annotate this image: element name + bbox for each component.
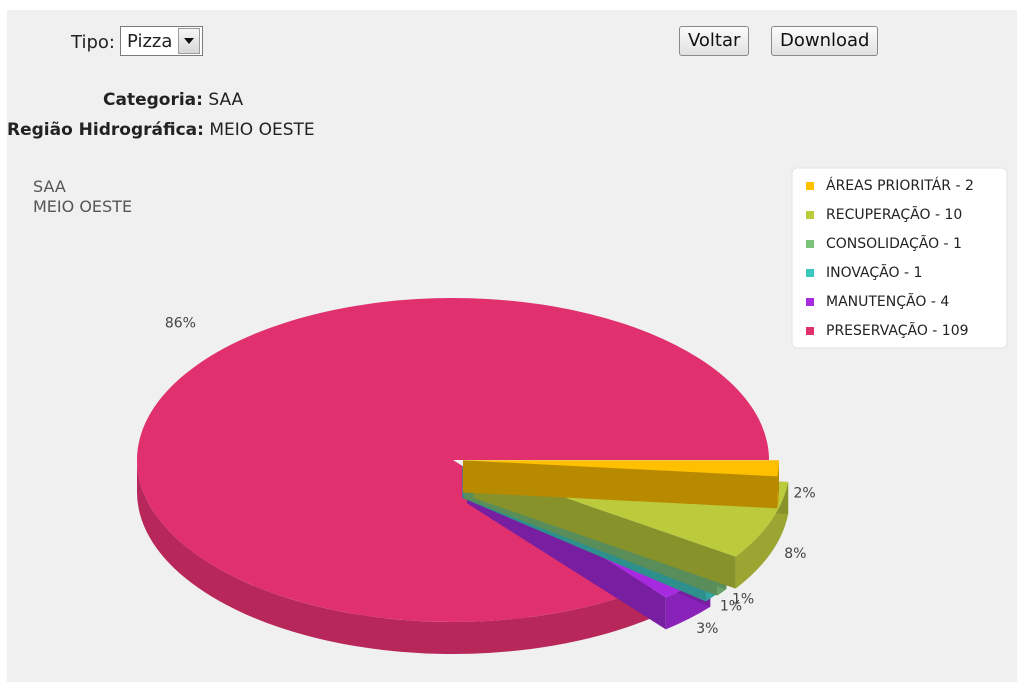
pie-data-label: 8% [784, 546, 806, 562]
pie-data-label: 2% [793, 486, 815, 502]
regiao-value: MEIO OESTE [209, 120, 315, 140]
legend-box [791, 167, 1008, 349]
legend-item: ÁREAS PRIORITÁR - 2 [826, 177, 974, 194]
legend-swatch [806, 327, 814, 335]
pie-slice-edge [462, 460, 778, 509]
legend-item: CONSOLIDAÇÃO - 1 [826, 235, 962, 252]
download-button[interactable]: Download [771, 26, 879, 56]
pie-data-label: 1% [720, 598, 742, 614]
pie-data-label: 1% [732, 591, 754, 607]
categoria-label: Categoria: [103, 90, 203, 110]
legend-swatch [806, 269, 814, 277]
tipo-select[interactable]: Pizza [120, 26, 204, 56]
legend-item: PRESERVAÇÃO - 109 [826, 322, 969, 339]
pie-slice [137, 298, 769, 622]
pie-slice [462, 460, 779, 477]
legend-swatch [806, 182, 814, 190]
pie-data-label: 3% [696, 621, 718, 637]
page: Tipo: Pizza Voltar Download Categoria: S… [7, 10, 1017, 682]
legend-swatch [806, 240, 814, 248]
categoria-line: Categoria: SAA [103, 90, 243, 110]
legend-item: RECUPERAÇÃO - 10 [826, 206, 962, 223]
regiao-label: Região Hidrográfica: [7, 120, 204, 140]
voltar-button[interactable]: Voltar [679, 26, 750, 56]
legend-swatch [806, 298, 814, 306]
tipo-select-value: Pizza [127, 30, 173, 52]
chart-subtitle: MEIO OESTE [33, 197, 132, 216]
pie-slice-side [735, 481, 789, 589]
categoria-value: SAA [208, 90, 244, 110]
chart-title: SAA [33, 177, 66, 196]
legend-item: INOVAÇÃO - 1 [826, 264, 922, 281]
pie-data-label: 86% [165, 316, 196, 332]
legend-swatch [806, 211, 814, 219]
controls-bar: Tipo: Pizza Voltar Download Categoria: S… [7, 10, 1017, 150]
chevron-down-icon[interactable] [178, 28, 201, 54]
regiao-line: Região Hidrográfica: MEIO OESTE [7, 120, 315, 140]
pie-slice-edge [473, 465, 736, 589]
chart-area: SAA MEIO OESTE ÁREAS PRIORITÁR - 2 RECUPERA… [7, 150, 1017, 682]
pie-slice-side [137, 460, 652, 654]
legend-item: MANUTENÇÃO - 4 [826, 293, 949, 310]
tipo-label: Tipo: [71, 32, 115, 53]
